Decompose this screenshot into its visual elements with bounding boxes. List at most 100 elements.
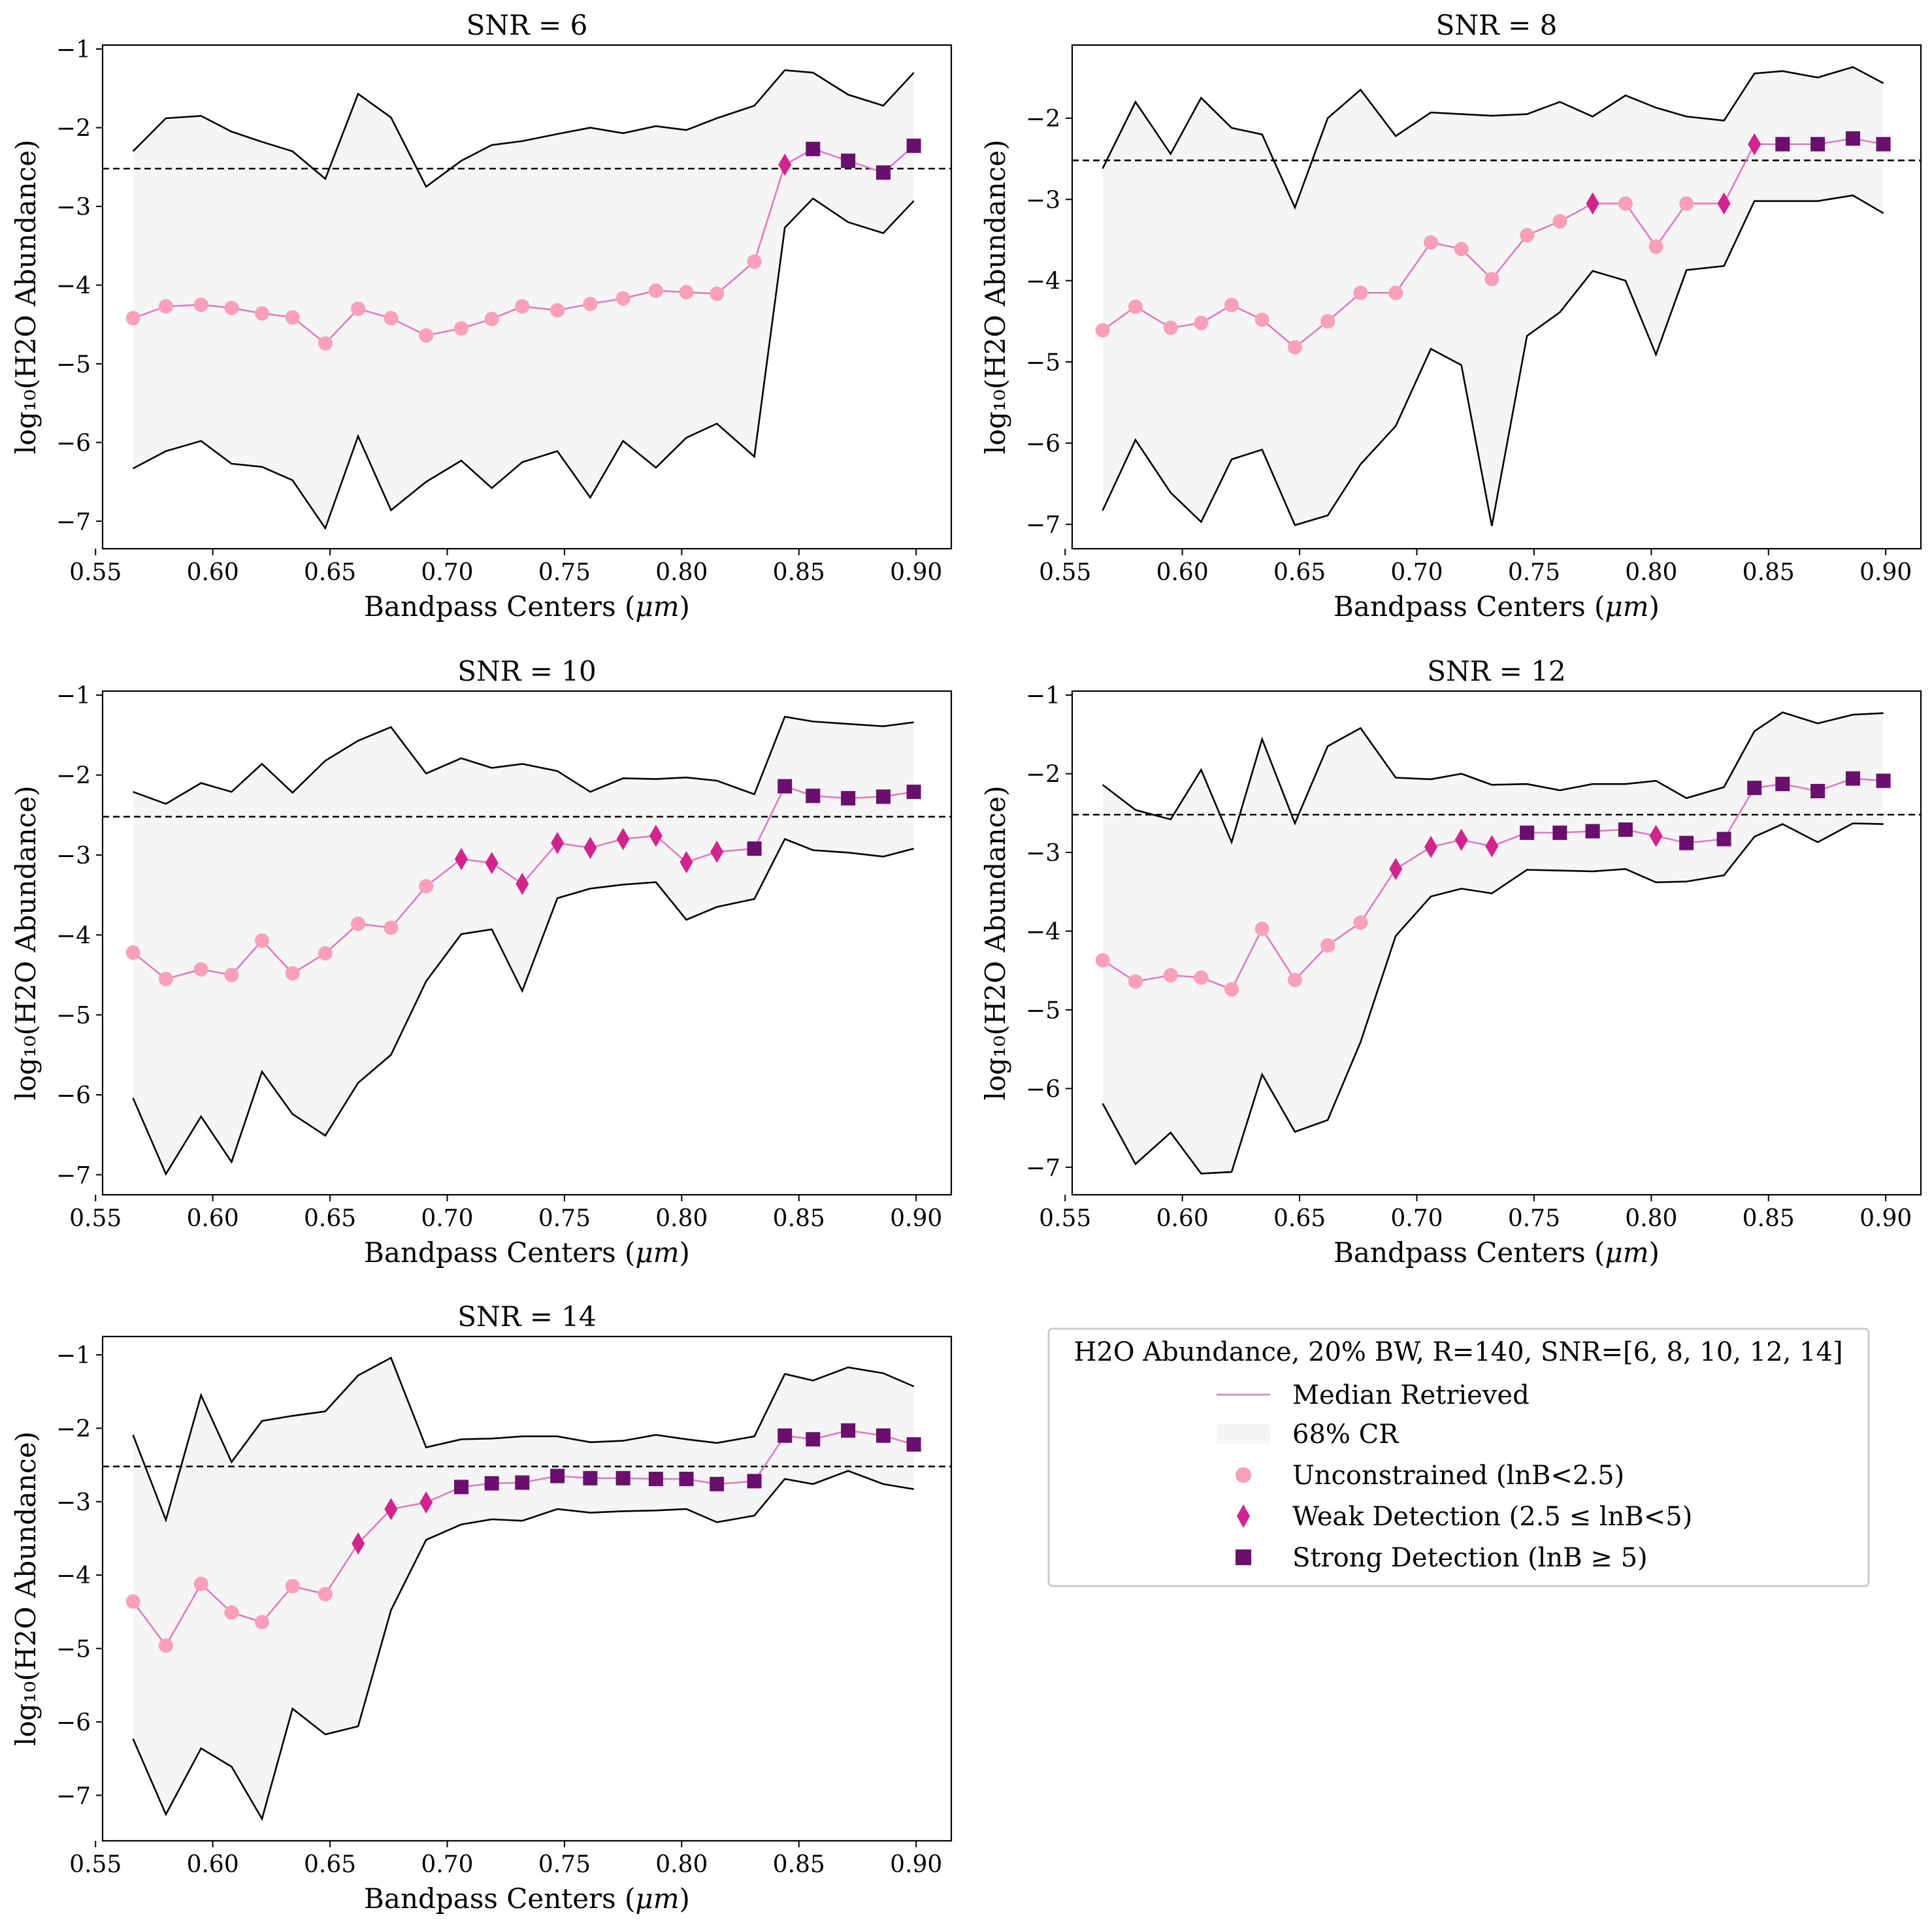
strong-detection-point	[1876, 137, 1891, 152]
unconstrained-point	[158, 971, 173, 986]
unconstrained-point	[158, 1638, 173, 1653]
y-tick-label: −2	[56, 763, 91, 790]
weak-detection-point	[710, 840, 724, 863]
weak-detection-point	[1424, 835, 1438, 858]
panel-4: 0.55 0.60 0.65 0.70 0.75 0.80 0.85 0.90 −7 −6 −5 −4…	[979, 655, 1922, 1269]
unconstrained-point	[125, 311, 140, 326]
unconstrained-point	[1424, 235, 1439, 250]
upper-bound-line	[1102, 66, 1884, 210]
strong-detection-point	[747, 841, 762, 856]
weak-detection-point	[455, 848, 468, 870]
y-tick-label: −2	[56, 1416, 91, 1442]
unconstrained-point	[255, 1615, 270, 1630]
x-tick-label: 0.65	[304, 559, 356, 586]
y-tick-label: −3	[1026, 187, 1060, 214]
weak-detection-point	[1649, 824, 1663, 847]
unconstrained-point	[1484, 272, 1499, 287]
unconstrained-point	[158, 299, 173, 314]
axes-frame	[101, 690, 953, 1196]
unconstrained-point	[1224, 297, 1239, 312]
x-tick-label: 0.80	[655, 1851, 708, 1878]
cr-band	[1102, 712, 1884, 1174]
strong-detection-point	[806, 142, 821, 157]
y-tick-label: −7	[56, 1162, 91, 1189]
x-tick-label: 0.70	[421, 1205, 473, 1232]
x-tick-label: 0.85	[1743, 559, 1795, 586]
x-axis-label-unit: μm	[1605, 591, 1648, 623]
x-tick-label: 0.85	[1743, 1205, 1795, 1232]
weak-detection-point	[679, 851, 693, 873]
strong-detection-point	[906, 138, 921, 154]
strong-detection-point	[841, 790, 856, 805]
strong-detection-point	[747, 1474, 762, 1489]
x-axis-label-main: Bandpass Centers (	[1334, 1237, 1605, 1269]
weak-detection-point	[516, 872, 529, 895]
unconstrained-point	[648, 283, 663, 298]
x-axis-label-end: )	[679, 591, 690, 623]
x-axis-label-end: )	[679, 1883, 690, 1915]
unconstrained-point	[384, 920, 399, 935]
x-axis-label: Bandpass Centers (μm)	[364, 591, 690, 623]
y-tick-label: −7	[1026, 1155, 1060, 1182]
y-axis-label: log₁₀(H2O Abundance)	[979, 786, 1011, 1101]
unconstrained-point	[615, 291, 630, 306]
cr-band	[133, 70, 914, 528]
strong-detection-point	[906, 785, 921, 800]
x-tick-label: 0.60	[1156, 559, 1209, 586]
unconstrained-point	[1128, 974, 1143, 989]
x-tick-label: 0.80	[655, 1205, 708, 1232]
unconstrained-point	[583, 297, 598, 312]
unconstrained-point	[419, 328, 434, 343]
x-tick-label: 0.75	[538, 1851, 591, 1878]
legend-cr-label: 68% CR	[1292, 1419, 1400, 1450]
unconstrained-point	[255, 933, 270, 948]
upper-bound-line	[132, 1356, 915, 1523]
weak-detection-point	[1717, 192, 1731, 215]
unconstrained-point	[1552, 214, 1567, 229]
x-tick-label: 0.55	[69, 1205, 122, 1232]
strong-detection-point	[876, 789, 891, 804]
unconstrained-point	[550, 302, 565, 317]
weak-detection-point	[1485, 835, 1499, 858]
strong-detection-point	[1775, 777, 1790, 792]
y-axis-label: log₁₀(H2O Abundance)	[10, 140, 42, 455]
x-axis-label: Bandpass Centers (μm)	[364, 1237, 690, 1269]
unconstrained-point	[1320, 938, 1335, 953]
x-tick-label: 0.65	[304, 1851, 356, 1878]
lower-bound-line	[1102, 194, 1884, 527]
y-tick-label: −5	[56, 1636, 91, 1663]
unconstrained-point	[318, 1587, 333, 1602]
strong-detection-point	[1520, 825, 1535, 840]
y-tick-label: −2	[1026, 106, 1060, 133]
weak-detection-point	[583, 836, 597, 859]
x-tick-label: 0.90	[890, 1205, 942, 1232]
x-tick-label: 0.55	[1039, 559, 1091, 586]
x-tick-label: 0.65	[1273, 559, 1326, 586]
strong-detection-point	[710, 1476, 725, 1491]
strong-detection-point	[1810, 137, 1826, 152]
unconstrained-point	[1194, 316, 1209, 331]
x-tick-label: 0.55	[1039, 1205, 1091, 1232]
legend-unconstrained-label: Unconstrained (lnB<2.5)	[1292, 1461, 1624, 1491]
y-tick-label: −1	[1026, 683, 1060, 709]
unconstrained-point	[1388, 285, 1403, 300]
strong-detection-point	[1747, 781, 1762, 796]
y-tick-label: −4	[56, 272, 91, 299]
y-tick-label: −7	[1026, 512, 1060, 539]
panel-2: 0.55 0.60 0.65 0.70 0.75 0.80 0.85 0.90 −7 −6 −5 −4…	[979, 9, 1922, 623]
y-tick-label: −5	[56, 1003, 91, 1029]
unconstrained-point	[224, 300, 239, 316]
unconstrained-point	[710, 286, 725, 301]
y-tick-label: −1	[56, 1342, 91, 1369]
weak-detection-point	[616, 828, 630, 851]
unconstrained-point	[1353, 285, 1368, 300]
legend-weak-label: Weak Detection (2.5 ≤ lnB<5)	[1292, 1502, 1692, 1532]
legend-unconstrained-marker	[1236, 1467, 1251, 1483]
panel-title: SNR = 6	[467, 9, 588, 41]
x-tick-label: 0.80	[1625, 1205, 1677, 1232]
y-tick-label: −4	[1026, 268, 1060, 295]
x-tick-label: 0.55	[69, 559, 122, 586]
y-tick-label: −2	[1026, 761, 1060, 788]
y-tick-label: −5	[1026, 349, 1060, 376]
unconstrained-point	[1320, 314, 1335, 329]
